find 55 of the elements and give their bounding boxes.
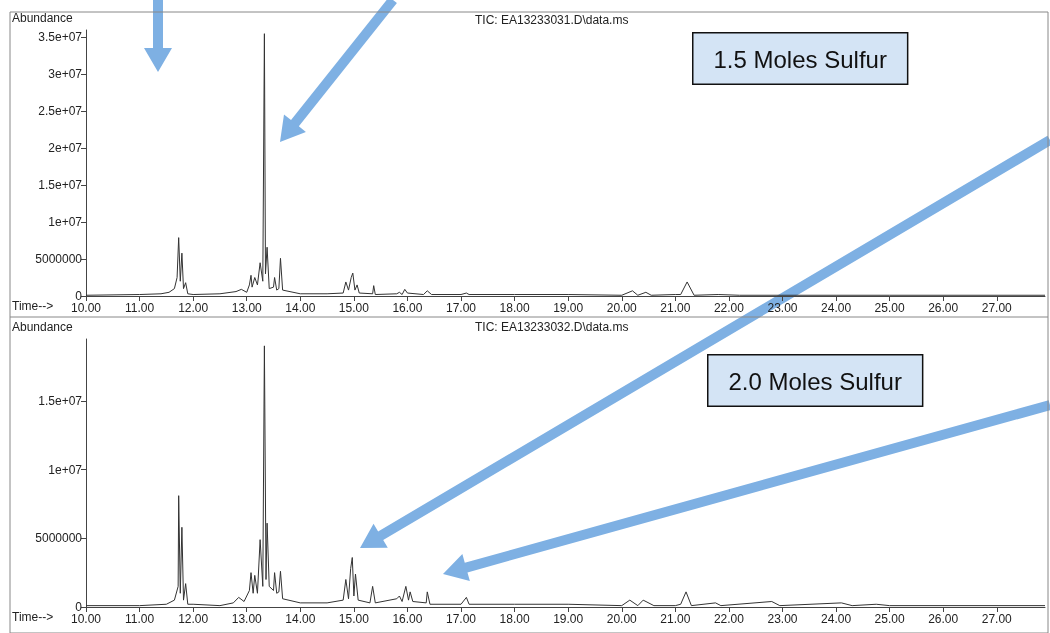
x-tick-label: 25.00 (874, 301, 905, 315)
x-tick-label: 18.00 (499, 612, 530, 626)
x-tick-label: 27.00 (981, 612, 1013, 626)
x-tick-label: 10.00 (70, 301, 102, 315)
x-tick-label: 27.00 (981, 301, 1013, 315)
x-tick-label: 24.00 (821, 301, 852, 315)
x-tick-label: 20.00 (606, 612, 638, 626)
x-tick-label: 18.00 (499, 301, 530, 315)
x-tick-label: 14.00 (285, 301, 316, 315)
x-tick-label: 13.00 (231, 301, 263, 315)
y-tick-label: 1.5e+07 (38, 393, 83, 408)
x-tick-label: 14.00 (285, 612, 316, 626)
x-tick-label: 20.00 (606, 301, 638, 315)
x-tick-label: 13.00 (231, 612, 263, 626)
x-tick-label: 16.00 (392, 301, 423, 315)
x-tick-label: 22.00 (713, 612, 745, 626)
x-tick-label: 22.00 (713, 301, 745, 315)
x-tick-label: 19.00 (553, 612, 584, 626)
x-tick-label: 21.00 (660, 612, 691, 626)
y-tick-label: 3.5e+07 (38, 30, 83, 45)
x-tick-label: 16.00 (392, 612, 423, 626)
chart-title: TIC: EA13233032.D\data.ms (475, 320, 629, 334)
y-tick-label: 1.5e+07 (38, 178, 83, 193)
x-tick-label: 26.00 (928, 301, 959, 315)
x-axis-title: Time--> (12, 299, 54, 313)
y-tick-label: 2e+07 (48, 141, 83, 156)
y-tick-label: 0 (75, 289, 83, 303)
x-tick-label: 19.00 (553, 301, 584, 315)
y-tick-label: 3e+07 (48, 67, 83, 82)
chart-title: TIC: EA13233031.D\data.ms (475, 13, 629, 27)
x-tick-label: 23.00 (767, 612, 798, 626)
y-tick-label: 2.5e+07 (38, 104, 83, 119)
y-tick-label: 5000000 (35, 252, 83, 267)
y-tick-label: 0 (75, 600, 83, 614)
x-axis-title: Time--> (12, 610, 54, 624)
x-tick-label: 11.00 (125, 301, 155, 315)
y-tick-label: 1e+07 (48, 215, 83, 230)
annotation: 1.5 Moles Sulfur (713, 46, 887, 73)
x-tick-label: 26.00 (928, 612, 959, 626)
y-axis-title: Abundance (12, 320, 74, 334)
annotation: 2.0 Moles Sulfur (728, 368, 902, 395)
x-tick-label: 10.00 (70, 612, 102, 626)
x-tick-label: 21.00 (660, 301, 691, 315)
x-tick-label: 12.00 (178, 301, 209, 315)
y-tick-label: 5000000 (35, 531, 83, 546)
x-tick-label: 25.00 (874, 612, 905, 626)
y-axis-title: Abundance (12, 11, 74, 25)
x-tick-label: 17.00 (446, 301, 477, 315)
y-tick-label: 1e+07 (48, 462, 83, 477)
x-tick-label: 15.00 (338, 301, 370, 315)
x-tick-label: 24.00 (821, 612, 852, 626)
x-tick-label: 17.00 (446, 612, 477, 626)
x-tick-label: 11.00 (125, 612, 155, 626)
x-tick-label: 12.00 (178, 612, 209, 626)
x-tick-label: 15.00 (338, 612, 370, 626)
